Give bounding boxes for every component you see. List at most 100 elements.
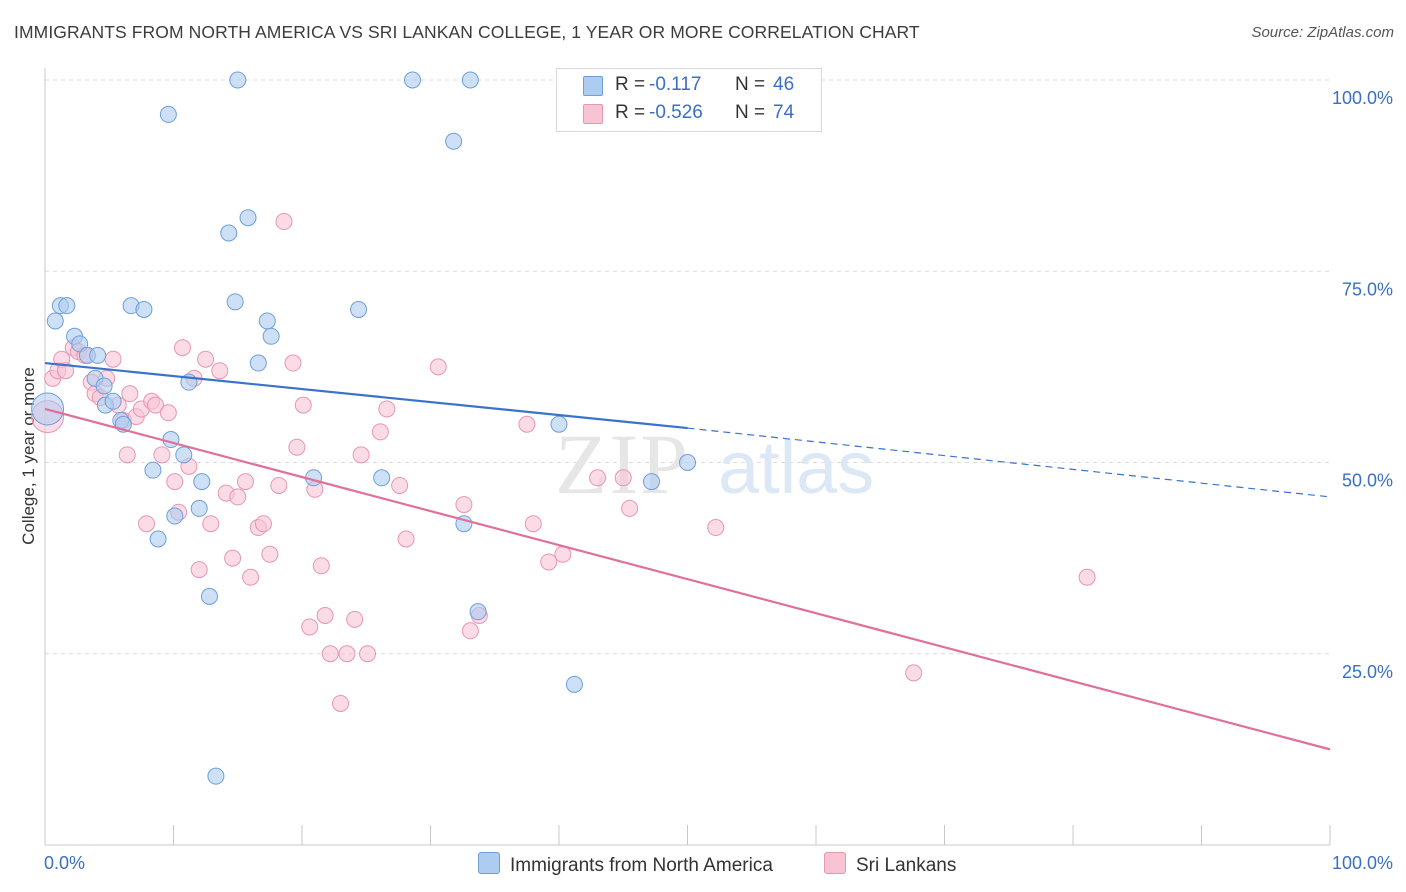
data-point (550, 415, 568, 433)
y-tick-labels: 25.0% 50.0% 75.0% 100.0% (1332, 88, 1393, 682)
data-point (378, 400, 396, 418)
data-point (207, 767, 225, 785)
data-point (445, 132, 463, 150)
data-point (159, 404, 177, 422)
grid-lines (45, 79, 1330, 655)
data-point (224, 549, 242, 567)
data-point (288, 438, 306, 456)
data-point (193, 473, 211, 491)
bottom-legend-item-pink: Sri Lankans (824, 852, 956, 877)
data-point (173, 339, 191, 357)
data-point (294, 396, 312, 414)
data-point (239, 209, 257, 227)
data-point (58, 297, 76, 315)
data-point (220, 224, 238, 242)
data-point (275, 213, 293, 231)
data-point (202, 515, 220, 533)
data-point (461, 622, 479, 640)
data-point (236, 473, 254, 491)
data-point (121, 385, 139, 403)
data-point (371, 423, 389, 441)
data-point (135, 301, 153, 318)
legend-n-label: N = (735, 102, 766, 123)
data-point (301, 618, 319, 636)
data-point (270, 476, 288, 494)
data-point (565, 675, 583, 693)
data-point (144, 461, 162, 479)
data-point (905, 664, 923, 682)
y-tick-label: 100.0% (1332, 88, 1393, 108)
data-point (404, 71, 422, 89)
data-point (589, 469, 607, 487)
data-point (461, 71, 479, 89)
data-point (46, 312, 64, 330)
data-point (373, 469, 391, 487)
legend-swatch-blue (583, 76, 603, 96)
y-tick-label: 25.0% (1342, 662, 1393, 682)
y-tick-label: 75.0% (1342, 279, 1393, 299)
data-point (175, 446, 193, 464)
data-point (242, 568, 260, 586)
data-point (352, 446, 370, 464)
data-point (316, 607, 334, 624)
data-point (643, 473, 661, 491)
data-point (149, 530, 167, 548)
x-tick-label: 100.0% (1332, 853, 1393, 873)
legend-r-label: R = (615, 74, 646, 95)
data-point (200, 587, 218, 605)
correlation-legend: R = -0.117 N = 46 R = -0.526 N = 74 (556, 68, 822, 132)
legend-r-label: R = (615, 102, 646, 123)
data-point (118, 446, 136, 464)
bottom-legend-swatch-blue (478, 852, 500, 874)
data-point (429, 358, 447, 376)
data-point (190, 561, 208, 579)
data-point (621, 499, 639, 517)
data-point (261, 545, 279, 563)
source-label: Source: ZipAtlas.com (1251, 24, 1394, 41)
axes (44, 68, 1331, 846)
data-point (469, 603, 487, 621)
data-point (226, 293, 244, 311)
data-point (332, 694, 350, 712)
data-point (524, 515, 542, 533)
watermark-atlas: atlas (718, 426, 874, 509)
data-point (455, 496, 473, 514)
data-point (162, 431, 180, 449)
legend-n-label: N = (735, 74, 766, 95)
data-point (284, 354, 302, 372)
data-point (518, 415, 536, 433)
bottom-legend-swatch-pink (824, 852, 846, 874)
data-point (229, 71, 247, 89)
data-point (321, 645, 339, 663)
legend-n-value: 46 (773, 74, 795, 95)
watermark-zip: ZIP (555, 416, 690, 512)
data-point (350, 301, 368, 318)
data-point (258, 312, 276, 330)
data-point (397, 530, 415, 548)
legend-row-blue: R = -0.117 N = 46 (557, 73, 821, 99)
legend-n-value: 74 (773, 102, 795, 123)
data-point (190, 499, 208, 517)
data-point (540, 553, 558, 571)
data-point (229, 488, 247, 506)
data-point (153, 446, 171, 464)
bottom-legend-label-blue: Immigrants from North America (510, 855, 773, 876)
bottom-legend-label-pink: Sri Lankans (856, 855, 957, 876)
legend-swatch-pink (583, 104, 603, 124)
data-point (312, 557, 330, 575)
data-point (338, 645, 356, 663)
data-point (89, 346, 107, 364)
data-point (166, 473, 184, 491)
trend-line-pink (44, 407, 1331, 751)
data-point (166, 507, 184, 525)
data-point (57, 362, 75, 380)
data-point (197, 350, 215, 368)
data-point (346, 610, 364, 628)
data-point (147, 396, 165, 414)
data-point (614, 469, 632, 487)
data-point (159, 105, 177, 123)
bottom-legend-item-blue: Immigrants from North America (478, 852, 773, 877)
chart-title: IMMIGRANTS FROM NORTH AMERICA VS SRI LAN… (14, 22, 920, 42)
trend-line-blue (44, 361, 688, 430)
